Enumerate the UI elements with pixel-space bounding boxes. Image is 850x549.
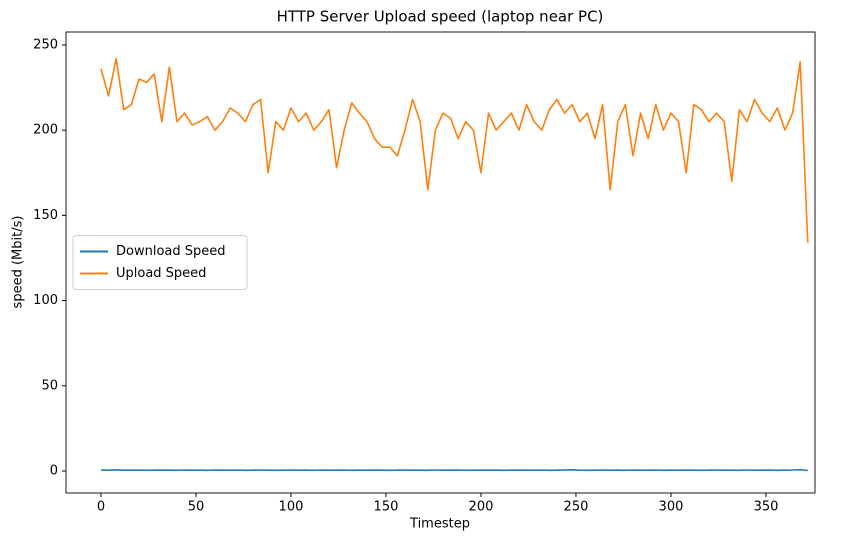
x-tick-label: 50 — [188, 500, 205, 515]
y-tick-label: 250 — [33, 37, 58, 52]
y-tick-label: 200 — [33, 123, 58, 138]
y-tick-label: 100 — [33, 293, 58, 308]
x-tick-label: 350 — [754, 500, 779, 515]
y-tick-label: 0 — [50, 464, 58, 479]
x-axis-label: Timestep — [409, 517, 470, 532]
x-tick-label: 0 — [97, 500, 105, 515]
x-tick-label: 200 — [469, 500, 494, 515]
x-tick-label: 300 — [659, 500, 684, 515]
x-tick-label: 250 — [564, 500, 589, 515]
legend-box — [72, 235, 248, 290]
chart-title: HTTP Server Upload speed (laptop near PC… — [277, 8, 604, 26]
legend-label: Download Speed — [116, 244, 226, 259]
plot-frame — [65, 31, 816, 494]
x-tick-label: 150 — [374, 500, 399, 515]
data-line — [100, 468, 808, 472]
y-tick-label: 150 — [33, 208, 58, 223]
data-line — [100, 57, 809, 243]
x-tick-label: 100 — [279, 500, 304, 515]
y-tick-label: 50 — [41, 378, 58, 393]
y-axis-label: speed (Mbit/s) — [11, 216, 26, 309]
legend-label: Upload Speed — [116, 266, 206, 281]
